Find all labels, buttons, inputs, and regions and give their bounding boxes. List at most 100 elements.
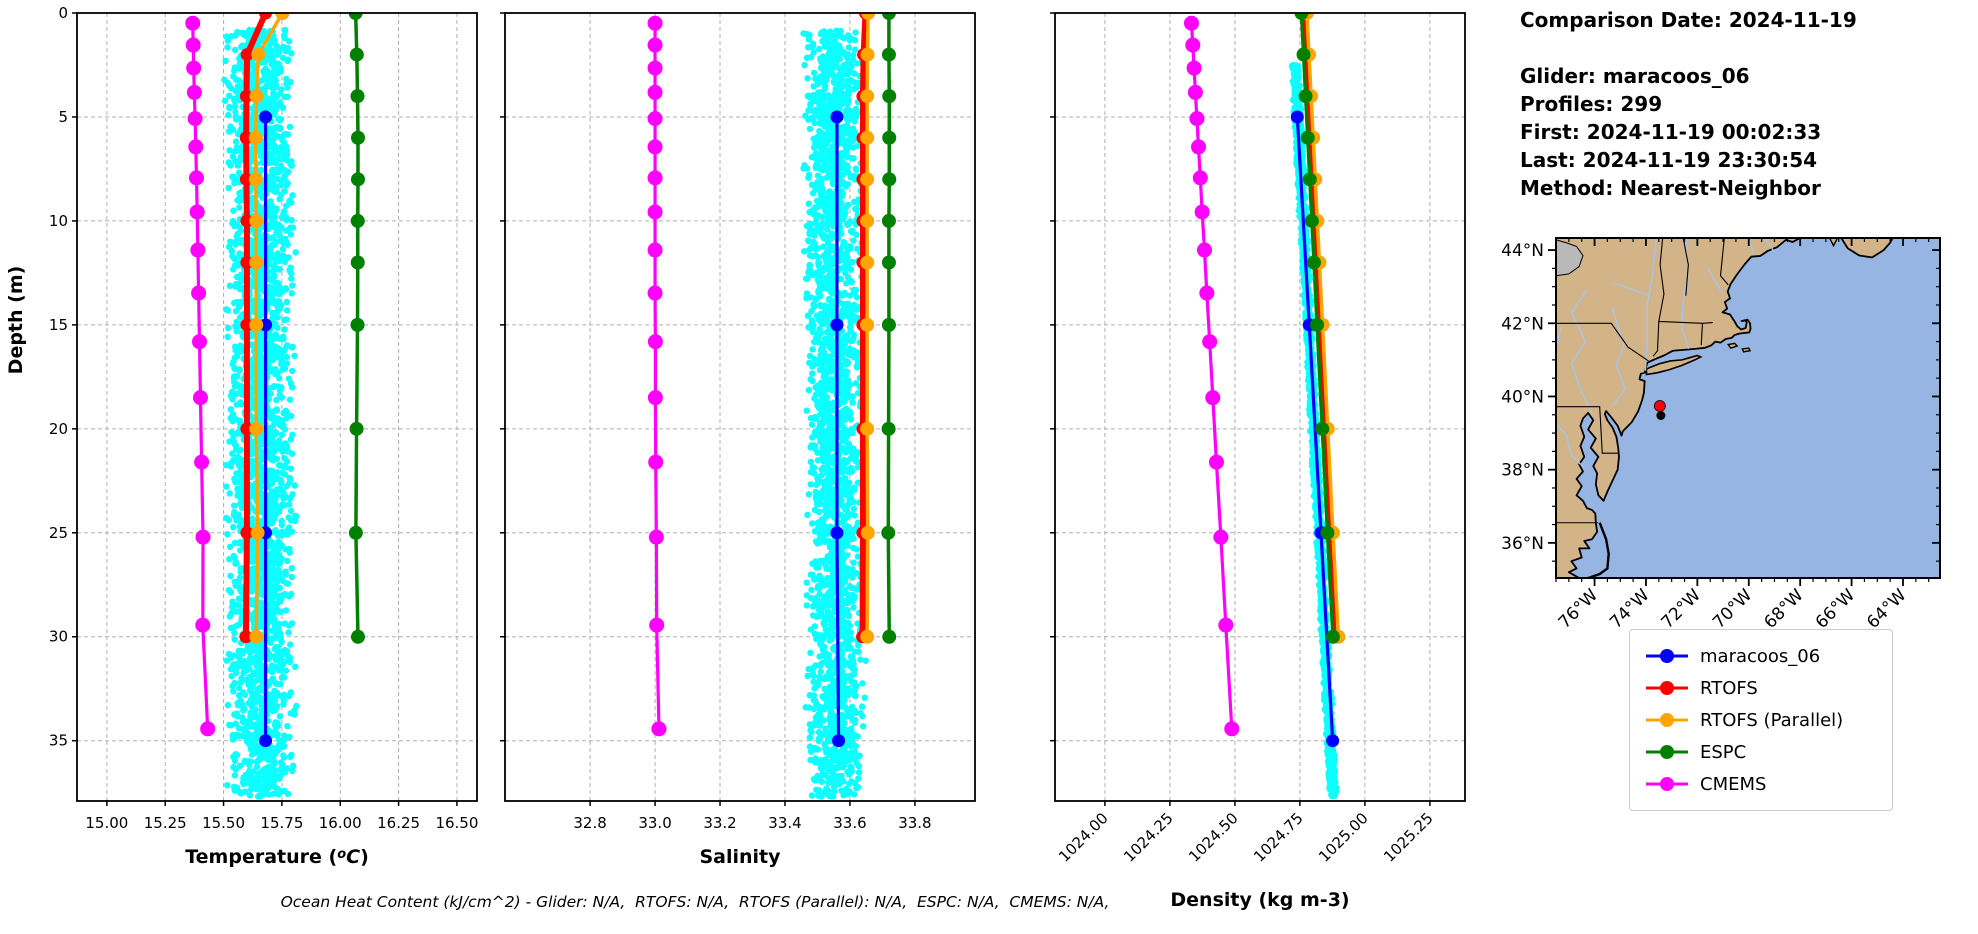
x-tick-label: 1025.00 (1315, 809, 1372, 866)
legend-label: CMEMS (1700, 773, 1767, 795)
y-tick-label: 15 (49, 316, 68, 334)
salinity-axis-label: Salinity (699, 846, 781, 868)
x-tick-label: 15.25 (144, 814, 187, 832)
y-tick-label: 0 (58, 4, 68, 22)
y-tick-label: 35 (49, 732, 68, 750)
x-tick-label: 16.00 (319, 814, 362, 832)
lon-tick-label: 74°W (1606, 585, 1653, 632)
legend-marker-icon (1646, 681, 1688, 695)
legend-marker-icon (1646, 745, 1688, 759)
salinity-plot: 32.8 33.0 33.2 33.4 33.6 33.8 Salinity (500, 12, 976, 868)
x-tick-label: 15.00 (85, 814, 128, 832)
lat-tick-label: 38°N (1501, 461, 1544, 481)
profile-plots: 15.00 15.25 15.50 15.75 16.00 16.25 16.50 0 5 10 1… (5, 4, 1466, 911)
first-timestamp: First: 2024-11-19 00:02:33 (1520, 120, 1822, 144)
method-label: Method: Nearest-Neighbor (1520, 176, 1821, 200)
legend-marker-icon (1646, 777, 1688, 791)
lon-tick-label: 68°W (1760, 585, 1807, 632)
legend-item: RTOFS (Parallel) (1644, 704, 1878, 736)
series-RTOFS (Parallel) (860, 13, 876, 644)
lon-tick-label: 72°W (1658, 585, 1705, 632)
lat-tick-label: 42°N (1501, 314, 1544, 334)
info-spacer (1520, 34, 1857, 62)
x-ticks: 15.00 15.25 15.50 15.75 16.00 16.25 16.50 (85, 801, 478, 832)
legend-item: ESPC (1644, 736, 1878, 768)
x-tick-label: 33.4 (768, 814, 801, 832)
x-tick-label: 33.2 (703, 814, 736, 832)
series-maracoos_06 (830, 110, 846, 748)
profiles-count: Profiles: 299 (1520, 92, 1663, 116)
series-ESPC (348, 13, 365, 644)
map-state-borders (1556, 238, 1728, 523)
x-tick-label: 1024.00 (1055, 809, 1112, 866)
x-tick-label: 1024.50 (1185, 809, 1242, 866)
x-tick-label: 16.25 (377, 814, 420, 832)
x-tick-label: 15.50 (202, 814, 245, 832)
map-geometry (1556, 238, 1893, 578)
y-tick-label: 30 (49, 628, 68, 646)
series-ESPC (1294, 13, 1340, 644)
glider-location-dot (1653, 400, 1666, 412)
ohc-footer: Ocean Heat Content (kJ/cm^2) - Glider: N… (280, 893, 1110, 911)
y-tick-label: 5 (58, 108, 68, 126)
map-lake-ontario (1556, 240, 1583, 276)
map-marthas-vineyard (1728, 343, 1737, 348)
x-tick-label: 33.8 (898, 814, 931, 832)
lat-tick-label: 36°N (1501, 534, 1544, 554)
legend-item: maracoos_06 (1644, 640, 1878, 672)
density-plot: 1024.00 1024.25 1024.50 1024.75 1025.00 1025.… (1050, 12, 1466, 911)
map-nantucket (1742, 348, 1750, 352)
series-CMEMS (185, 15, 216, 737)
raw-scatter (800, 27, 869, 800)
x-tick-label: 32.8 (573, 814, 606, 832)
x-ticks: 1024.00 1024.25 1024.50 1024.75 1025.00 1025.… (1055, 801, 1437, 866)
legend-item: CMEMS (1644, 768, 1878, 800)
series-CMEMS (647, 15, 667, 737)
series-RTOFS (239, 13, 273, 644)
legend-label: RTOFS (Parallel) (1700, 709, 1844, 731)
x-ticks: 32.8 33.0 33.2 33.4 33.6 33.8 (573, 801, 932, 832)
glider-name: Glider: maracoos_06 (1520, 64, 1750, 88)
lat-tick-label: 44°N (1501, 241, 1544, 261)
density-axis-label: Density (kg m-3) (1170, 889, 1349, 911)
comparison-info: Comparison Date: 2024-11-19 Glider: mara… (1520, 6, 1857, 202)
series-ESPC (881, 13, 897, 644)
glider-position-markers (1653, 400, 1666, 421)
gridlines (505, 12, 975, 801)
y-ticks: 0 5 10 15 20 25 30 35 (49, 4, 77, 750)
lon-tick-label: 76°W (1555, 585, 1602, 632)
legend: maracoos_06 RTOFS RTOFS (Parallel) ESPC CMEM… (1629, 629, 1893, 811)
location-map: 44°N 42°N 40°N 38°N 36°N 76°W 74°W 72°W 70°W 68°W… (1501, 237, 1941, 633)
series-CMEMS (1183, 15, 1240, 737)
y-tick-label: 10 (49, 212, 68, 230)
x-tick-label: 1025.25 (1380, 809, 1437, 866)
legend-label: ESPC (1700, 741, 1747, 763)
gridlines (1055, 12, 1465, 801)
legend-label: RTOFS (1700, 677, 1758, 699)
x-tick-label: 33.6 (833, 814, 866, 832)
comparison-date: Comparison Date: 2024-11-19 (1520, 8, 1857, 32)
lat-tick-label: 40°N (1501, 387, 1544, 407)
y-tick-label: 25 (49, 524, 68, 542)
map-frame (1555, 237, 1941, 579)
series-RTOFS (Parallel) (248, 13, 290, 644)
legend-label: maracoos_06 (1700, 645, 1821, 667)
gridlines (77, 12, 477, 801)
y-ticks (1050, 12, 1055, 742)
lon-tick-label: 70°W (1709, 585, 1756, 632)
glider-track-dot (1656, 411, 1666, 421)
map-long-island (1646, 355, 1700, 374)
depth-axis-label: Depth (m) (5, 266, 27, 375)
y-ticks (500, 12, 505, 742)
x-tick-label: 15.75 (260, 814, 303, 832)
lon-tick-label: 66°W (1812, 585, 1859, 632)
x-tick-label: 1024.75 (1250, 809, 1307, 866)
lon-tick-label: 64°W (1863, 585, 1910, 632)
x-tick-label: 1024.25 (1120, 809, 1177, 866)
temperature-axis-label: Temperature (oC) (185, 846, 369, 868)
x-tick-label: 16.50 (435, 814, 478, 832)
legend-item: RTOFS (1644, 672, 1878, 704)
y-tick-label: 20 (49, 420, 68, 438)
legend-marker-icon (1646, 713, 1688, 727)
temperature-plot: 15.00 15.25 15.50 15.75 16.00 16.25 16.50 0 5 10 1… (5, 4, 478, 868)
